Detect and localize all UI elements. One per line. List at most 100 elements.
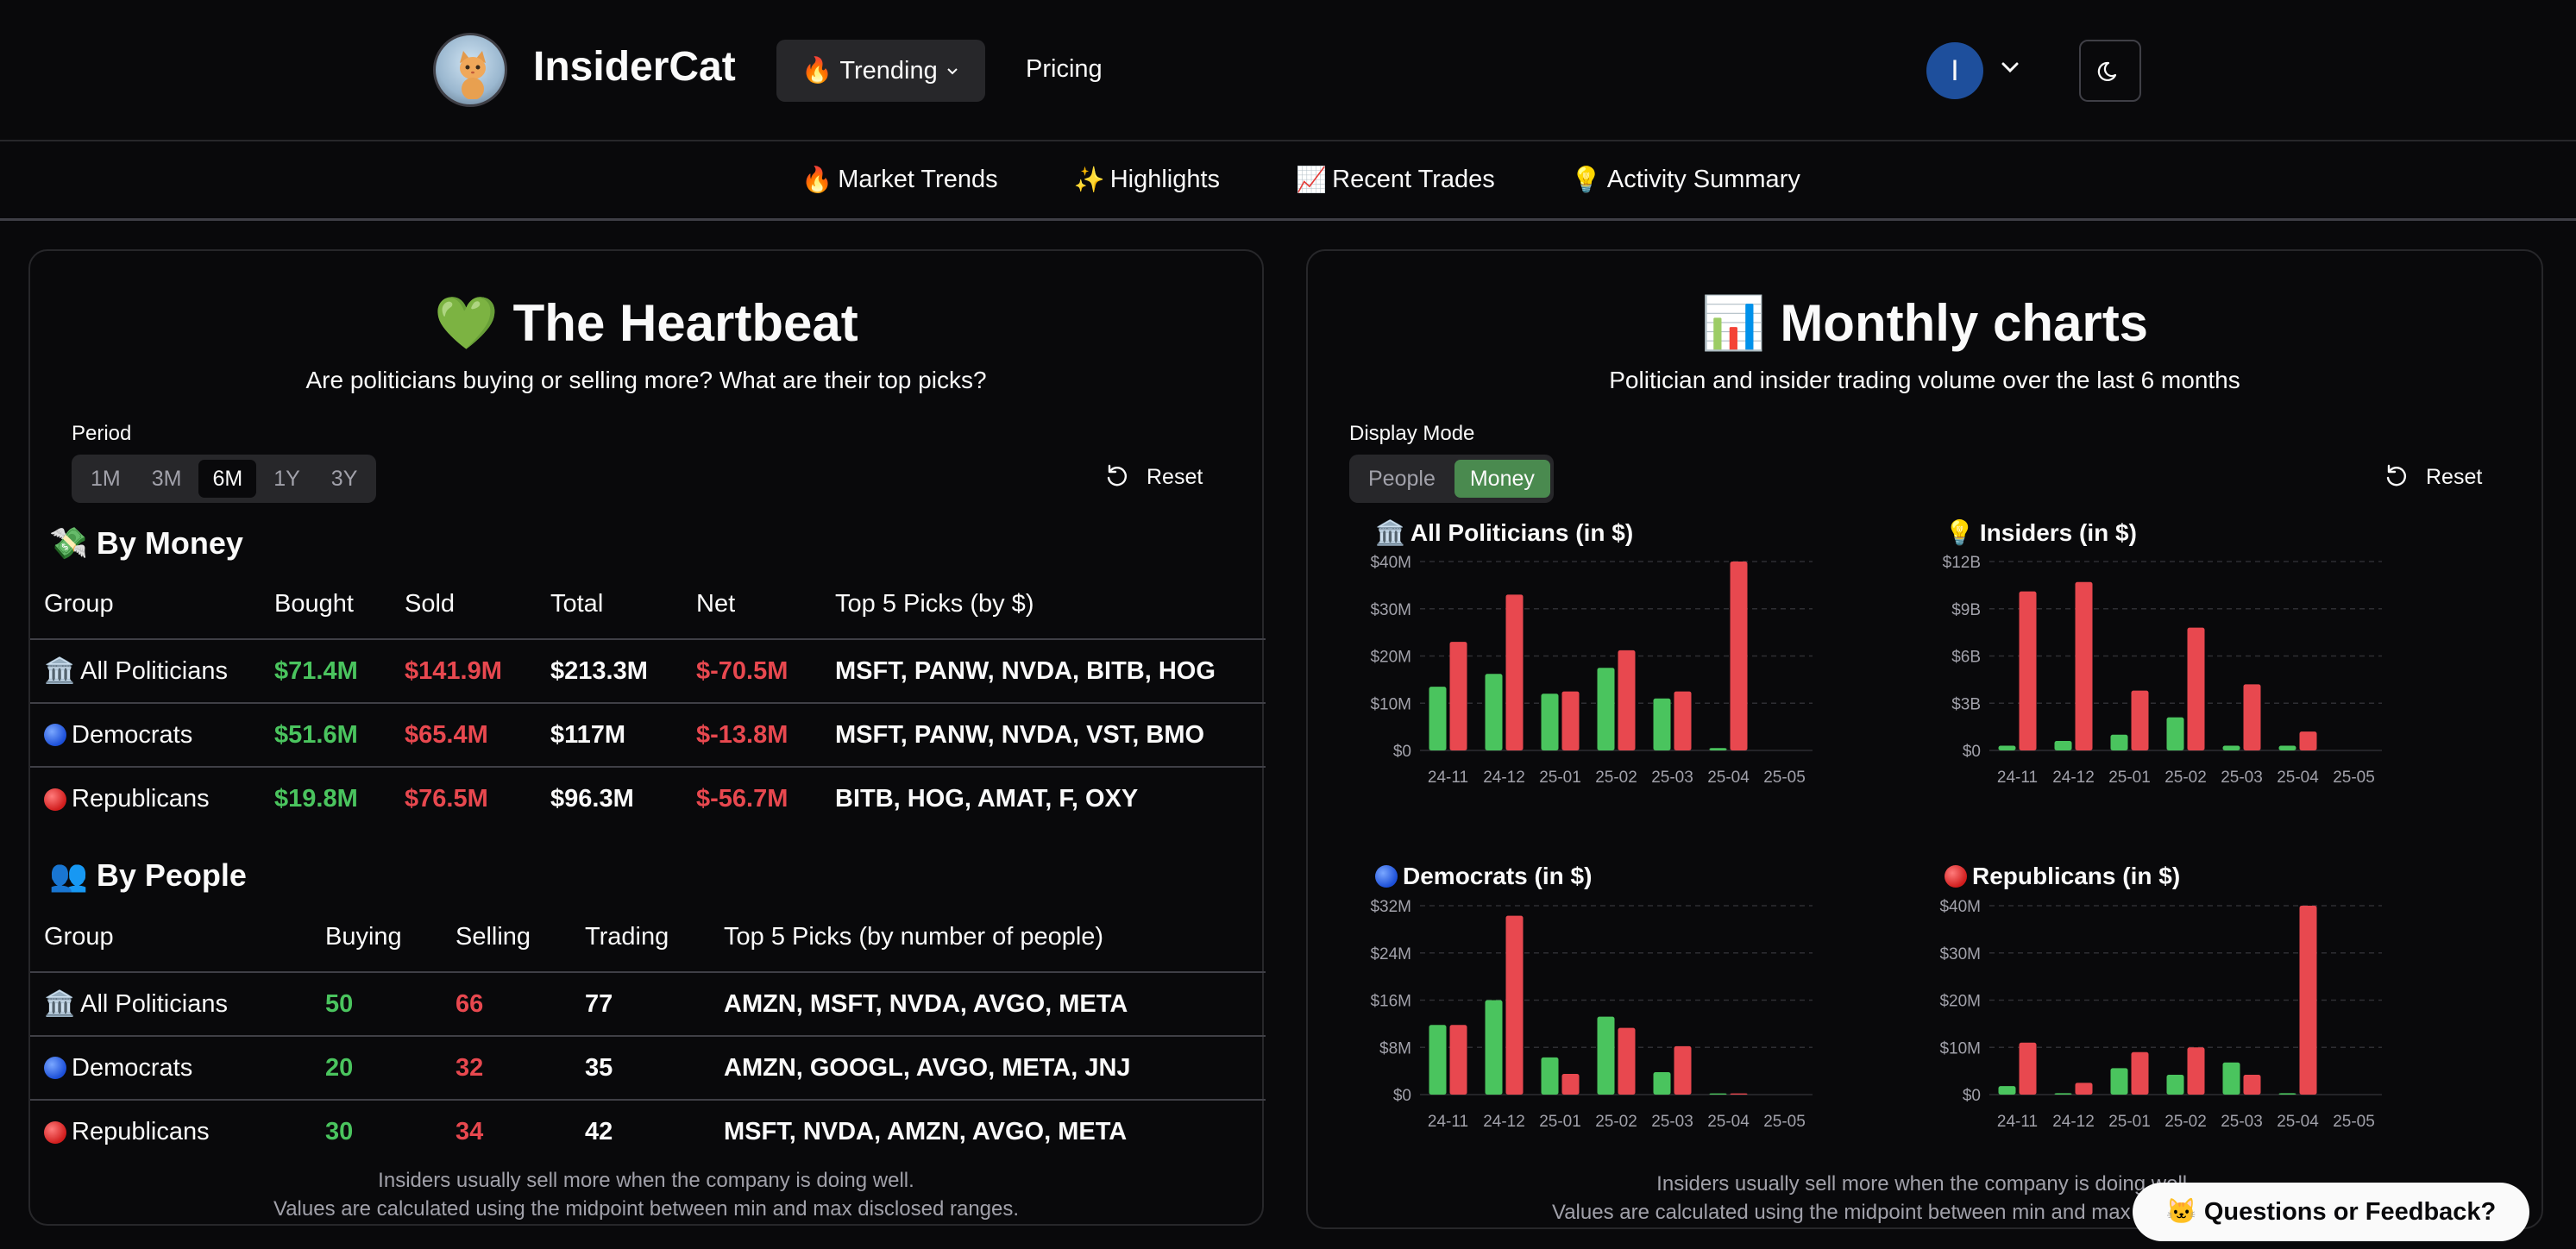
top-picks: AMZN, GOOGL, AVGO, META, JNJ (724, 1036, 1266, 1101)
chart-title-democrats: Democrats (in $) (1375, 863, 1592, 890)
sell-bar (1449, 1025, 1467, 1095)
heartbeat-reset-button[interactable]: Reset (1103, 463, 1203, 491)
theme-toggle-button[interactable] (2079, 40, 2141, 102)
fire-icon: 🔥 (801, 57, 833, 85)
subnav-highlights[interactable]: ✨ Highlights (1074, 166, 1220, 195)
chart-title-text: Insiders (in $) (1979, 518, 2137, 546)
chart-title-all-politicians: 🏛️ All Politicians (in $) (1375, 518, 1633, 547)
user-avatar[interactable]: I (1926, 42, 1983, 99)
heartbeat-footnote: Insiders usually sell more when the comp… (30, 1166, 1262, 1223)
top-picks: MSFT, PANW, NVDA, VST, BMO (835, 703, 1266, 768)
subnav-recent-trades[interactable]: 📈 Recent Trades (1296, 166, 1495, 195)
chart-title-insiders: 💡 Insiders (in $) (1945, 518, 2137, 547)
buy-bar (2278, 1093, 2296, 1095)
red-circle-icon (44, 788, 66, 811)
buy-bar (1485, 674, 1503, 750)
lightbulb-icon: 💡 (1570, 166, 1602, 194)
column-header: Top 5 Picks (by number of people) (724, 903, 1266, 973)
nav-trending-label: Trending (839, 56, 938, 85)
by-money-table: Group Bought Sold Total Net Top 5 Picks … (30, 570, 1266, 831)
footnote-line: Values are calculated using the midpoint… (273, 1197, 1020, 1221)
column-header: Bought (274, 570, 405, 640)
by-people-table: Group Buying Selling Trading Top 5 Picks… (30, 903, 1266, 1164)
x-tick-label: 25-05 (2333, 769, 2375, 787)
mode-people[interactable]: People (1368, 466, 1436, 491)
brand-name[interactable]: InsiderCat (533, 44, 736, 90)
period-3m[interactable]: 3M (151, 466, 182, 491)
period-1y[interactable]: 1Y (273, 466, 300, 491)
blue-circle-icon (44, 724, 66, 746)
period-6m[interactable]: 6M (198, 460, 257, 498)
sell-bar (1561, 691, 1580, 750)
x-tick-label: 24-11 (1997, 769, 2038, 787)
column-header: Group (30, 570, 274, 640)
x-tick-label: 24-12 (2052, 1113, 2095, 1131)
capitol-icon: 🏛️ (1375, 519, 1405, 546)
y-tick-label: $30M (1939, 945, 1981, 963)
heartbeat-title: 💚 The Heartbeat (30, 292, 1262, 354)
blue-circle-icon (1375, 865, 1398, 888)
sell-bar (1730, 562, 1748, 750)
y-tick-label: $24M (1370, 945, 1411, 963)
monthly-reset-button[interactable]: Reset (2383, 463, 2482, 491)
feedback-button[interactable]: 🐱 Questions or Feedback? (2133, 1183, 2529, 1241)
section-nav: 🔥 Market Trends ✨ Highlights 📈 Recent Tr… (0, 141, 2576, 221)
buy-bar (1653, 1071, 1671, 1095)
chart-republicans: $0 $10M $20M $30M $40M 24-11 24-12 25-01 25-02 25… (1939, 898, 2382, 1131)
total-value: $96.3M (550, 785, 634, 813)
buy-bar (1541, 694, 1559, 750)
cat-face-icon: 🐱 (2165, 1198, 2197, 1226)
y-tick-label: $20M (1939, 993, 1981, 1011)
selling-value: 32 (456, 1036, 585, 1101)
logo-avatar[interactable] (433, 33, 507, 107)
y-tick-label: $30M (1370, 601, 1411, 619)
sell-bar (2075, 1083, 2093, 1095)
sell-bar (1505, 915, 1524, 1095)
buy-bar (1541, 1057, 1559, 1095)
mode-money[interactable]: Money (1454, 460, 1550, 498)
group-name: All Politicians (80, 989, 228, 1018)
bought-value: $71.4M (274, 639, 405, 704)
buy-bar (1485, 1000, 1503, 1095)
x-tick-label: 25-02 (2164, 1113, 2207, 1131)
period-3y[interactable]: 3Y (330, 466, 358, 491)
by-people-heading: 👥 By People (49, 857, 247, 894)
subnav-market-trends[interactable]: 🔥 Market Trends (801, 166, 997, 195)
x-tick-label: 25-04 (2277, 769, 2319, 787)
x-tick-label: 25-03 (1651, 1113, 1693, 1131)
sell-bar (1730, 1093, 1748, 1095)
x-tick-label: 25-02 (1595, 1113, 1637, 1131)
sell-bar (1505, 594, 1524, 750)
subnav-label: Market Trends (838, 166, 998, 193)
x-tick-label: 25-02 (1595, 769, 1637, 787)
nav-trending-dropdown[interactable]: 🔥 Trending (776, 40, 985, 102)
y-tick-label: $40M (1939, 898, 1981, 916)
net-value: $-56.7M (696, 785, 789, 813)
period-1m[interactable]: 1M (91, 466, 121, 491)
trading-value: 35 (585, 1036, 724, 1101)
x-tick-label: 25-03 (2221, 769, 2263, 787)
column-header: Selling (456, 903, 585, 973)
group-name: Republicans (72, 785, 210, 813)
subnav-label: Activity Summary (1606, 166, 1800, 193)
sell-bar (1618, 1027, 1636, 1095)
table-row: Democrats 20 32 35 AMZN, GOOGL, AVGO, ME… (30, 1036, 1266, 1101)
y-tick-label: $16M (1370, 993, 1411, 1011)
buy-bar (2110, 1068, 2128, 1095)
money-wings-icon: 💸 (49, 525, 88, 561)
x-tick-label: 25-02 (2164, 769, 2207, 787)
x-tick-label: 25-04 (1707, 769, 1750, 787)
group-name: Democrats (72, 1053, 193, 1082)
monthly-title-text: Monthly charts (1780, 294, 2149, 352)
nav-pricing-link[interactable]: Pricing (1026, 55, 1103, 83)
total-value: $213.3M (550, 639, 696, 704)
top-picks: AMZN, MSFT, NVDA, AVGO, META (724, 972, 1266, 1037)
user-menu-chevron-icon[interactable] (1998, 55, 2022, 79)
total-value: $117M (550, 703, 696, 768)
buy-bar (2222, 745, 2240, 750)
trading-value: 42 (585, 1118, 613, 1145)
sold-value: $141.9M (405, 639, 550, 704)
subnav-activity-summary[interactable]: 💡 Activity Summary (1571, 166, 1800, 195)
group-name: Republicans (72, 1118, 210, 1145)
buy-bar (2166, 1075, 2184, 1095)
